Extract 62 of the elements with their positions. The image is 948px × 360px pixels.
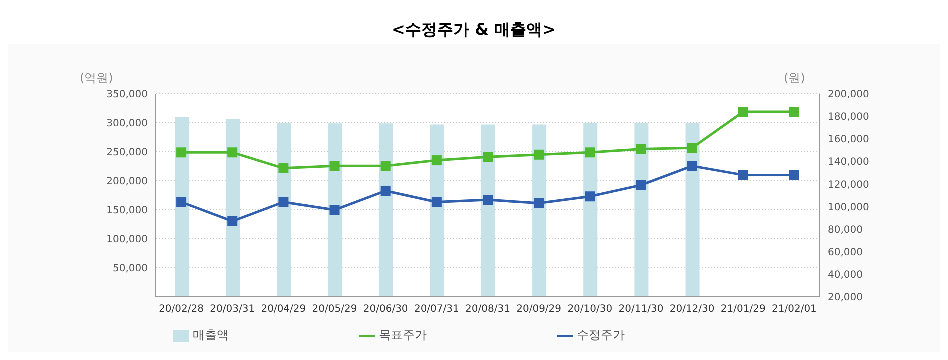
- y2-tick-label: 100,000: [828, 202, 870, 214]
- y2-axis-title: (원): [784, 70, 806, 87]
- point: [789, 107, 800, 118]
- y-tick-label: 350,000: [106, 90, 148, 101]
- point: [483, 195, 493, 206]
- y-tick-label: 50,000: [113, 264, 148, 275]
- x-tick-label: 21/02/01: [772, 304, 817, 316]
- y2-tick-label: 60,000: [828, 247, 863, 258]
- point: [483, 152, 493, 162]
- legend-label: 수정주가: [577, 328, 625, 342]
- point: [380, 186, 391, 196]
- legend-label: 목표주가: [379, 328, 427, 342]
- y-tick-label: 100,000: [106, 234, 148, 246]
- y-tick-label: 200,000: [106, 176, 148, 188]
- y2-tick-label: 180,000: [828, 112, 870, 124]
- point: [585, 192, 596, 202]
- point: [636, 144, 646, 154]
- point: [585, 148, 596, 158]
- x-tick-label: 21/01/29: [720, 304, 766, 316]
- y2-tick-label: 40,000: [828, 270, 863, 281]
- x-tick-label: 20/02/28: [159, 304, 204, 316]
- legend-label: 매출액: [193, 328, 229, 342]
- y-tick-label: 150,000: [106, 206, 148, 217]
- point: [432, 197, 442, 208]
- x-tick-label: 20/09/29: [516, 304, 562, 316]
- point: [278, 163, 289, 174]
- point: [330, 161, 340, 172]
- x-tick-label: 20/03/31: [210, 304, 256, 316]
- y-tick-label: 250,000: [106, 148, 148, 159]
- point: [228, 216, 238, 226]
- point: [380, 161, 391, 172]
- x-tick-label: 20/11/30: [618, 304, 664, 316]
- point: [534, 150, 544, 160]
- x-tick-label: 20/05/29: [312, 304, 358, 316]
- point: [636, 180, 646, 190]
- y2-tick-label: 120,000: [828, 180, 870, 191]
- point: [432, 156, 442, 166]
- point: [789, 170, 800, 180]
- y-tick-label: 300,000: [106, 118, 148, 130]
- x-tick-label: 20/07/31: [414, 304, 460, 316]
- chart-title: <수정주가 & 매출액>: [8, 8, 940, 44]
- point: [176, 148, 187, 158]
- y2-tick-label: 200,000: [828, 90, 870, 101]
- point: [228, 148, 238, 158]
- point: [738, 107, 748, 118]
- point: [534, 198, 544, 208]
- x-tick-label: 20/04/29: [261, 304, 306, 316]
- x-tick-label: 20/12/30: [670, 304, 715, 316]
- y2-tick-label: 160,000: [828, 134, 870, 146]
- y2-tick-label: 20,000: [828, 292, 863, 304]
- point: [176, 197, 187, 208]
- point: [738, 170, 748, 180]
- y-axis-title: (억원): [80, 70, 114, 87]
- y2-tick-label: 80,000: [828, 224, 863, 236]
- x-tick-label: 20/08/31: [466, 304, 510, 316]
- x-tick-label: 20/06/30: [363, 304, 408, 316]
- x-tick-label: 20/10/30: [568, 304, 613, 316]
- y2-tick-label: 140,000: [828, 157, 870, 168]
- point: [687, 161, 698, 172]
- point: [278, 197, 289, 208]
- point: [687, 143, 698, 154]
- point: [330, 205, 340, 216]
